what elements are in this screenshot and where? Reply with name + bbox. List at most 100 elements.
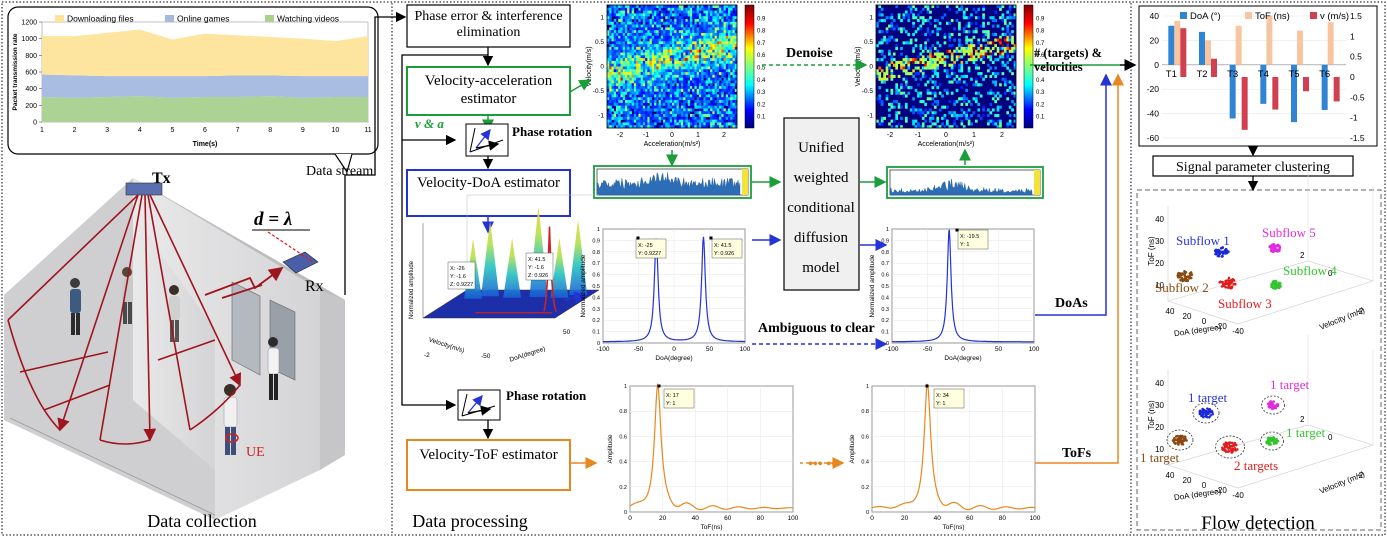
heatmap-cell (721, 114, 724, 118)
heatmap-cell (624, 105, 628, 109)
heatmap-cell (613, 5, 617, 9)
heatmap-cell (613, 58, 617, 62)
heatmap-cell (629, 122, 632, 126)
cluster-label: Subflow 2 (1155, 280, 1209, 295)
x-tick-label: 100 (788, 515, 799, 522)
heatmap-cell (669, 27, 673, 31)
heatmap-cell (943, 125, 947, 129)
heatmap-cell (687, 108, 691, 112)
heatmap-cell (707, 21, 711, 25)
heatmap-cell (689, 58, 693, 62)
heatmap-cell (624, 32, 628, 37)
heatmap-cell (919, 46, 923, 51)
heatmap-cell (728, 72, 731, 76)
heatmap-cell (953, 60, 956, 65)
heatmap-cell (683, 69, 686, 73)
heatmap-cell (667, 35, 671, 39)
heatmap-cell (880, 58, 884, 62)
heatmap-cell (878, 58, 882, 62)
heatmap-cell (712, 32, 715, 37)
heatmap-cell (640, 52, 644, 56)
heatmap-cell (1006, 60, 1010, 65)
heatmap-cell (627, 102, 630, 106)
heatmap-cell (638, 21, 641, 25)
heatmap-cell (624, 16, 628, 20)
heatmap-cell (1006, 52, 1010, 56)
y-tick-label: -1 (867, 113, 873, 120)
heatmap-cell (638, 27, 641, 31)
heatmap-cell (965, 46, 969, 51)
heatmap-cell (987, 32, 990, 37)
heatmap-cell (683, 18, 686, 23)
heatmap-cell (629, 91, 632, 95)
heatmap-cell (943, 88, 947, 92)
heatmap-cell (631, 105, 635, 109)
heatmap-cell (656, 30, 659, 34)
heatmap-cell (902, 27, 906, 31)
heatmap-cell (669, 83, 673, 87)
bar-t2-0 (1199, 31, 1205, 65)
heatmap-cell (622, 49, 626, 53)
heatmap-cell (880, 7, 884, 11)
heatmap-cell (730, 44, 733, 48)
heatmap-cell (701, 91, 704, 95)
heatmap-cell (640, 69, 644, 73)
heatmap-cell (967, 100, 971, 104)
y2-tick-label: 0 (1350, 72, 1355, 82)
heatmap-cell (633, 91, 637, 95)
heatmap-cell (1006, 66, 1010, 70)
heatmap-cell (613, 100, 617, 104)
heatmap-cell (972, 55, 976, 59)
heatmap-cell (624, 77, 628, 81)
heatmap-cell (674, 32, 677, 37)
heatmap-cell (900, 91, 903, 95)
colorbar-tick-label: 0.4 (1036, 78, 1045, 84)
heatmap-cell (627, 38, 630, 42)
heatmap-cell (946, 72, 949, 76)
colorbar-tick-label: 0.7 (757, 41, 766, 47)
heatmap-cell (674, 35, 677, 39)
heatmap-cell (734, 63, 738, 67)
scatter-point (1230, 450, 1234, 454)
heatmap-cell (1011, 83, 1014, 87)
heatmap-cell (701, 7, 704, 11)
heatmap-cell (611, 97, 615, 101)
heatmap-cell (716, 24, 720, 28)
heatmap-cell (730, 49, 733, 53)
heatmap-cell (687, 7, 691, 11)
heatmap-cell (1013, 114, 1017, 118)
heatmap-cell (669, 32, 673, 37)
heatmap-cell (919, 91, 923, 95)
heatmap-cell (692, 49, 695, 53)
heatmap-cell (672, 46, 675, 51)
heatmap-cell (642, 80, 646, 84)
heatmap-cell (694, 102, 697, 106)
heatmap-cell (663, 38, 666, 42)
datatip-text: Z: 0.926 (528, 273, 548, 279)
heatmap-cell (929, 16, 932, 20)
heatmap-cell (645, 86, 648, 90)
heatmap-cell (705, 108, 709, 112)
heatmap-cell (622, 58, 626, 62)
heatmap-cell (649, 10, 653, 14)
heatmap-cell (895, 125, 899, 129)
scatter-point (1276, 439, 1280, 443)
continuation-dots: ••• ••• (808, 457, 841, 472)
heatmap-cell (1003, 21, 1007, 25)
heatmap-cell (658, 111, 662, 115)
heatmap-cell (965, 83, 969, 87)
heatmap-cell (622, 83, 626, 87)
heatmap-cell (705, 72, 709, 76)
heatmap-cell (734, 66, 738, 70)
heatmap-cell (685, 46, 688, 51)
heatmap-cell (647, 46, 650, 51)
heatmap-cell (979, 74, 983, 78)
plot-frame (629, 385, 794, 513)
heatmap-cell (719, 125, 722, 129)
heatmap-cell (890, 102, 894, 106)
heatmap-cell (991, 119, 995, 123)
heatmap-cell (892, 100, 896, 104)
heatmap-cell (878, 30, 882, 34)
strip-colorbar (1034, 170, 1040, 195)
heatmap-cell (728, 16, 731, 20)
